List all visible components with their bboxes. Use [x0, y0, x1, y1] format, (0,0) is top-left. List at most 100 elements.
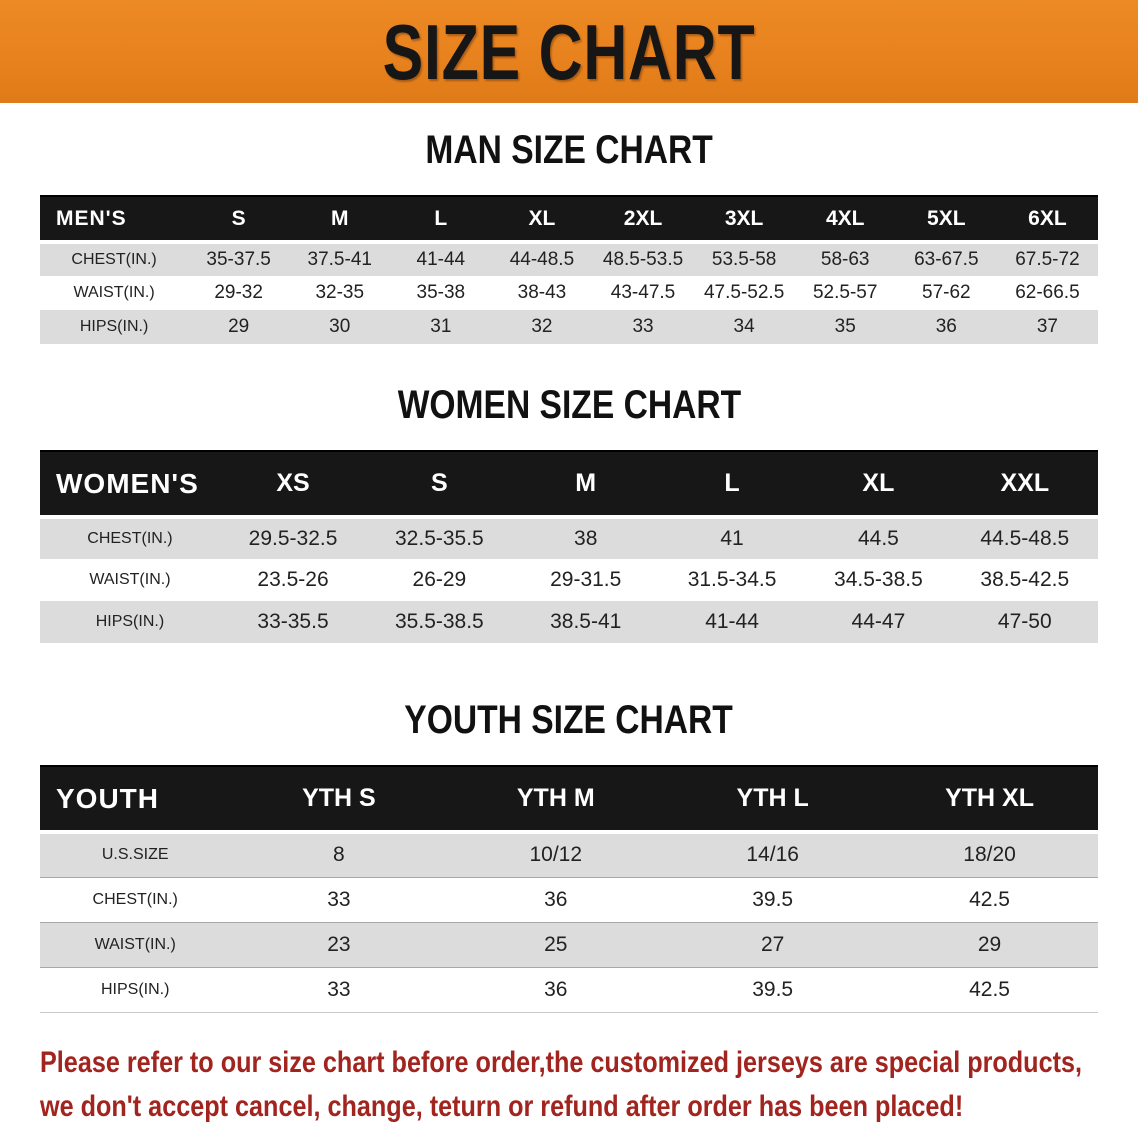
size-value-cell: 42.5 — [969, 977, 1010, 1001]
size-value-cell: 63-67.5 — [914, 249, 979, 270]
youth-header-row: YOUTH YTH S YTH M YTH L YTH XL — [40, 766, 1098, 832]
table-row: HIPS(IN.) 29 30 31 32 33 34 35 36 37 — [40, 310, 1098, 344]
column-header: 2XL — [623, 206, 663, 230]
size-value-cell: 36 — [544, 977, 568, 1001]
size-value-cell: 38-43 — [517, 282, 567, 303]
size-value-cell: 33 — [327, 887, 351, 911]
column-header: M — [575, 469, 597, 497]
column-header: YTH M — [516, 784, 595, 812]
size-value-cell: 29.5-32.5 — [248, 527, 338, 550]
size-value-cell: 48.5-53.5 — [602, 249, 684, 270]
row-label: WAIST(IN.) — [94, 935, 176, 953]
size-value-cell: 18/20 — [963, 843, 1016, 867]
table-row: HIPS(IN.) 33 36 39.5 42.5 — [40, 967, 1098, 1012]
men-header-row: MEN'S S M L XL 2XL 3XL 4XL 5XL 6XL — [40, 196, 1098, 242]
size-value-cell: 44-48.5 — [509, 249, 575, 270]
size-value-cell: 33 — [327, 977, 351, 1001]
youth-size-table: YOUTH YTH S YTH M YTH L YTH XL U.S.SIZE … — [40, 765, 1098, 1013]
row-label: CHEST(IN.) — [92, 890, 178, 908]
row-label: CHEST(IN.) — [71, 251, 157, 268]
size-value-cell: 58-63 — [820, 249, 870, 270]
column-header: 4XL — [825, 206, 865, 230]
column-header: YTH S — [302, 784, 376, 812]
size-value-cell: 62-66.5 — [1015, 282, 1080, 303]
column-header: XS — [276, 469, 310, 497]
size-value-cell: 33-35.5 — [257, 610, 329, 633]
youth-section-heading: YOUTH SIZE CHART — [404, 698, 734, 742]
table-row: WAIST(IN.) 23.5-26 26-29 29-31.5 31.5-34… — [40, 559, 1098, 601]
size-chart-banner: SIZE CHART — [0, 0, 1138, 103]
size-value-cell: 29-31.5 — [550, 568, 622, 591]
column-header: YTH L — [736, 784, 809, 812]
size-value-cell: 35-37.5 — [206, 249, 271, 270]
column-header: 3XL — [724, 206, 764, 230]
size-value-cell: 23.5-26 — [257, 568, 329, 591]
size-value-cell: 14/16 — [746, 843, 799, 867]
size-value-cell: 39.5 — [752, 887, 794, 911]
size-value-cell: 33 — [632, 316, 654, 337]
men-section-heading: MAN SIZE CHART — [425, 128, 713, 172]
size-value-cell: 37.5-41 — [307, 249, 372, 270]
size-value-cell: 10/12 — [529, 843, 583, 867]
men-size-table: MEN'S S M L XL 2XL 3XL 4XL 5XL 6XL CHEST… — [40, 195, 1098, 344]
column-header: S — [231, 206, 246, 230]
size-value-cell: 29-32 — [214, 282, 263, 303]
women-size-table: WOMEN'S XS S M L XL XXL CHEST(IN.) 29.5-… — [40, 450, 1098, 643]
row-label: WAIST(IN.) — [73, 284, 155, 301]
size-value-cell: 36 — [935, 316, 957, 337]
size-value-cell: 53.5-58 — [711, 249, 777, 270]
table-row: U.S.SIZE 8 10/12 14/16 18/20 — [40, 832, 1098, 877]
size-value-cell: 38.5-42.5 — [980, 568, 1070, 591]
size-value-cell: 8 — [333, 843, 345, 867]
youth-table-title: YOUTH — [56, 782, 159, 814]
size-value-cell: 32.5-35.5 — [395, 527, 484, 550]
size-value-cell: 39.5 — [752, 977, 794, 1001]
disclaimer-line-1: Please refer to our size chart before or… — [40, 1045, 1083, 1079]
size-value-cell: 35.5-38.5 — [395, 610, 484, 633]
size-value-cell: 32-35 — [315, 282, 365, 303]
size-value-cell: 47-50 — [997, 610, 1052, 633]
size-value-cell: 34.5-38.5 — [834, 568, 923, 591]
column-header: XXL — [1000, 469, 1050, 497]
column-header: 6XL — [1028, 206, 1067, 230]
size-value-cell: 44.5 — [857, 527, 899, 550]
column-header: M — [331, 206, 349, 230]
size-value-cell: 30 — [329, 316, 351, 337]
row-label: HIPS(IN.) — [95, 613, 165, 630]
size-value-cell: 42.5 — [969, 887, 1010, 911]
size-value-cell: 43-47.5 — [610, 282, 676, 303]
size-value-cell: 23 — [327, 932, 351, 956]
column-header: S — [431, 469, 448, 497]
size-value-cell: 31.5-34.5 — [687, 568, 777, 591]
women-section-heading: WOMEN SIZE CHART — [397, 383, 741, 427]
column-header: YTH XL — [945, 784, 1034, 812]
row-label: U.S.SIZE — [101, 846, 169, 864]
size-value-cell: 67.5-72 — [1015, 249, 1080, 270]
size-value-cell: 27 — [760, 932, 785, 956]
size-value-cell: 31 — [430, 316, 452, 337]
row-label: HIPS(IN.) — [100, 980, 170, 998]
row-label: HIPS(IN.) — [79, 318, 149, 335]
column-header: 5XL — [927, 206, 966, 230]
size-value-cell: 34 — [733, 316, 755, 337]
women-table-title: WOMEN'S — [56, 467, 199, 499]
size-value-cell: 32 — [531, 316, 553, 337]
size-value-cell: 35-38 — [416, 282, 466, 303]
size-value-cell: 25 — [544, 932, 568, 956]
column-header: L — [724, 469, 740, 497]
size-value-cell: 38 — [574, 527, 598, 550]
size-value-cell: 35 — [834, 316, 856, 337]
table-row: WAIST(IN.) 23 25 27 29 — [40, 922, 1098, 967]
size-value-cell: 37 — [1036, 316, 1058, 337]
size-value-cell: 38.5-41 — [550, 610, 622, 633]
size-value-cell: 47.5-52.5 — [703, 282, 785, 303]
size-value-cell: 41-44 — [416, 249, 466, 270]
size-value-cell: 29 — [228, 316, 250, 337]
size-value-cell: 26-29 — [412, 568, 467, 591]
column-header: L — [434, 206, 448, 230]
size-value-cell: 57-62 — [922, 282, 971, 303]
table-row: WAIST(IN.) 29-32 32-35 35-38 38-43 43-47… — [40, 276, 1098, 310]
size-value-cell: 44-47 — [851, 610, 906, 633]
row-label: CHEST(IN.) — [87, 530, 173, 547]
women-header-row: WOMEN'S XS S M L XL XXL — [40, 451, 1098, 517]
